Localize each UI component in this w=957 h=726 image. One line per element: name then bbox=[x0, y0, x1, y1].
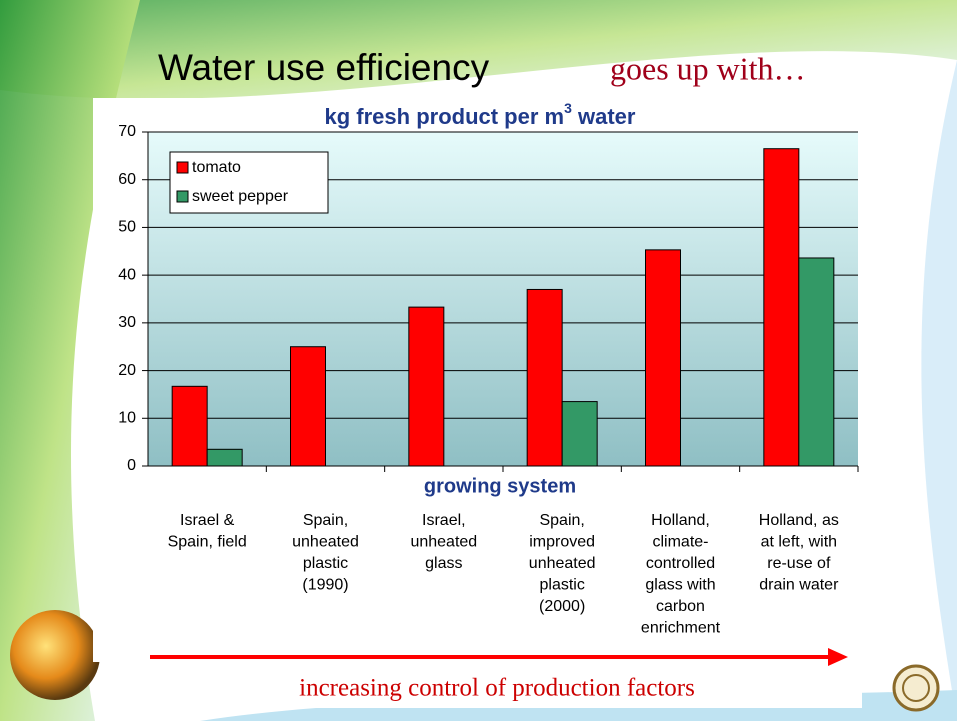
slide-title: Water use efficiency bbox=[158, 47, 490, 88]
x-tick-label: Israel & bbox=[180, 512, 235, 529]
slide-subtitle: goes up with… bbox=[610, 50, 806, 86]
bar bbox=[207, 449, 242, 466]
legend-swatch bbox=[177, 162, 188, 173]
y-tick-label: 20 bbox=[118, 362, 136, 379]
seal bbox=[894, 666, 938, 710]
x-tick-label: at left, with bbox=[761, 534, 837, 551]
bar bbox=[646, 250, 681, 466]
chart-title: kg fresh product per m3 water bbox=[325, 100, 636, 129]
x-tick-label: unheated bbox=[529, 555, 596, 572]
bar bbox=[527, 289, 562, 466]
x-tick-label: re-use of bbox=[767, 555, 831, 572]
decoration bbox=[10, 610, 100, 700]
y-tick-label: 70 bbox=[118, 123, 136, 140]
x-tick-label: unheated bbox=[292, 534, 359, 551]
bar bbox=[172, 386, 207, 466]
x-tick-label: unheated bbox=[410, 534, 477, 551]
y-tick-label: 30 bbox=[118, 314, 136, 331]
x-tick-label: enrichment bbox=[641, 620, 721, 637]
x-tick-label: Spain, bbox=[539, 512, 584, 529]
bar bbox=[799, 258, 834, 466]
y-tick-label: 0 bbox=[127, 457, 136, 474]
x-tick-label: plastic bbox=[303, 555, 348, 572]
x-tick-label: carbon bbox=[656, 598, 705, 615]
x-tick-label: Spain, bbox=[303, 512, 348, 529]
chart-title-sup: 3 bbox=[564, 100, 572, 116]
y-tick-label: 50 bbox=[118, 219, 136, 236]
bar bbox=[562, 402, 597, 466]
x-tick-label: (2000) bbox=[539, 598, 585, 615]
x-tick-label: Holland, as bbox=[759, 512, 839, 529]
x-tick-label: improved bbox=[529, 534, 595, 551]
x-tick-label: controlled bbox=[646, 555, 715, 572]
x-tick-label: Spain, field bbox=[168, 534, 247, 551]
bar bbox=[291, 347, 326, 466]
x-tick-label: Holland, bbox=[651, 512, 710, 529]
legend-swatch bbox=[177, 191, 188, 202]
x-tick-label: drain water bbox=[759, 577, 839, 594]
slide: Water use efficiency goes up with… kg fr… bbox=[0, 0, 957, 721]
x-tick-label: climate- bbox=[652, 534, 708, 551]
y-tick-label: 60 bbox=[118, 171, 136, 188]
legend-label: sweet pepper bbox=[192, 188, 289, 205]
legend-label: tomato bbox=[192, 159, 241, 176]
x-axis-label: growing system bbox=[424, 475, 576, 497]
y-tick-label: 40 bbox=[118, 266, 136, 283]
x-tick-label: plastic bbox=[539, 577, 584, 594]
bar bbox=[409, 307, 444, 466]
x-tick-label: Israel, bbox=[422, 512, 466, 529]
bar bbox=[764, 149, 799, 466]
y-tick-label: 10 bbox=[118, 410, 136, 427]
x-tick-label: glass with bbox=[645, 577, 715, 594]
x-tick-label: glass bbox=[425, 555, 462, 572]
x-tick-label: (1990) bbox=[302, 577, 348, 594]
chart-title-part: kg fresh product per m bbox=[325, 104, 565, 129]
chart-title-part: water bbox=[572, 104, 636, 129]
footer-text: increasing control of production factors bbox=[299, 675, 695, 702]
